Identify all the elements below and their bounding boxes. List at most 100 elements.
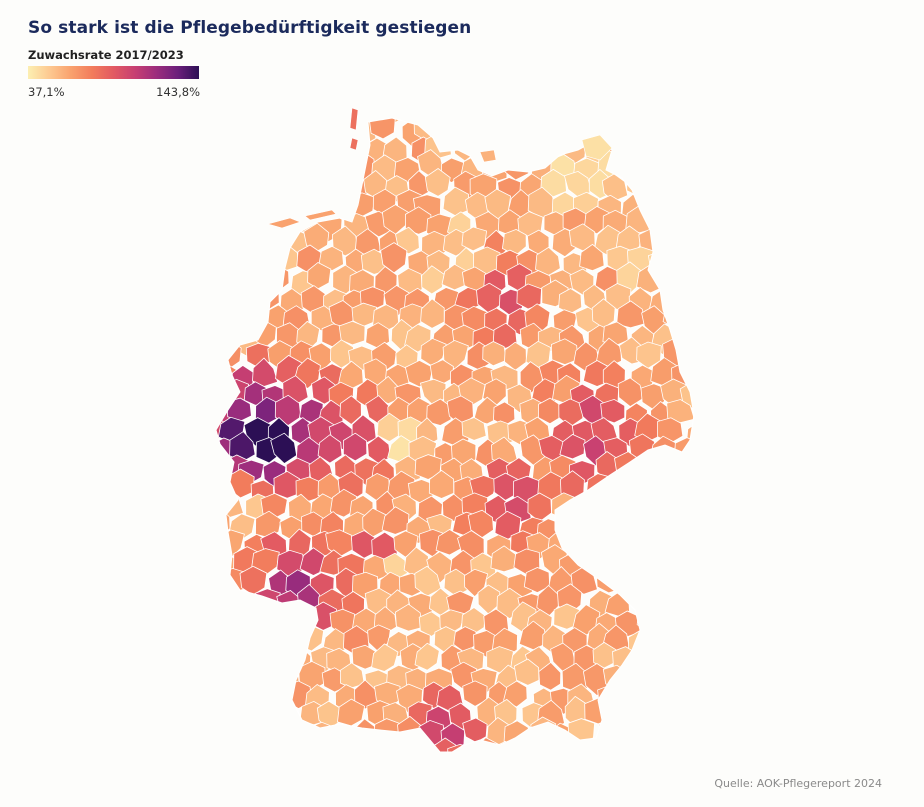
district-cell bbox=[646, 477, 674, 503]
district-cell bbox=[627, 589, 655, 615]
district-cell bbox=[273, 470, 301, 499]
district-cell bbox=[696, 553, 721, 579]
district-cell bbox=[216, 514, 219, 542]
district-cell bbox=[229, 133, 256, 164]
district-cell bbox=[457, 118, 484, 144]
district-cell bbox=[222, 119, 248, 143]
district-cell bbox=[616, 300, 645, 329]
district-cell bbox=[265, 194, 292, 222]
district-cell bbox=[625, 659, 654, 689]
district-cell bbox=[628, 130, 655, 158]
district-cell bbox=[317, 171, 344, 201]
district-cell bbox=[327, 118, 354, 143]
district-cell bbox=[285, 193, 313, 219]
district-cell bbox=[303, 118, 328, 147]
district-cell bbox=[462, 680, 488, 707]
district-cell bbox=[692, 434, 694, 461]
district-cell bbox=[679, 495, 694, 520]
district-cell bbox=[669, 130, 694, 161]
district-cell bbox=[492, 322, 518, 349]
district-cell bbox=[541, 740, 569, 752]
district-cell bbox=[216, 175, 239, 203]
district-cell bbox=[240, 722, 266, 749]
district-cell bbox=[503, 680, 528, 708]
district-cell bbox=[216, 434, 218, 462]
district-cell bbox=[538, 661, 562, 691]
district-cell bbox=[530, 118, 557, 146]
district-cell bbox=[268, 723, 294, 751]
district-cell bbox=[428, 469, 455, 499]
district-cell bbox=[464, 568, 489, 598]
district-cell bbox=[216, 725, 226, 752]
district-cell bbox=[649, 172, 676, 203]
district-cell bbox=[675, 704, 694, 733]
district-cell bbox=[658, 567, 684, 598]
district-cell bbox=[650, 507, 675, 537]
district-cell bbox=[636, 602, 663, 633]
district-cell bbox=[652, 589, 678, 622]
district-cell bbox=[569, 268, 595, 296]
district-cell bbox=[216, 609, 226, 639]
district-cell bbox=[299, 547, 328, 576]
district-cell bbox=[350, 192, 376, 218]
district-cell bbox=[523, 567, 551, 594]
legend-color-ramp bbox=[28, 66, 199, 79]
district-cell bbox=[673, 513, 694, 538]
district-cell bbox=[562, 118, 590, 121]
district-cell bbox=[230, 663, 257, 691]
district-cell bbox=[586, 736, 613, 752]
district-cell bbox=[587, 506, 614, 535]
district-cell bbox=[595, 568, 624, 594]
district-cell bbox=[693, 250, 694, 278]
district-cell bbox=[272, 118, 296, 124]
district-cell bbox=[513, 658, 540, 686]
legend-title: Zuwachsrate 2017/2023 bbox=[28, 48, 184, 62]
district-cell bbox=[216, 118, 221, 142]
district-cell bbox=[687, 512, 694, 541]
district-cell bbox=[338, 320, 366, 346]
district-cell bbox=[222, 719, 247, 751]
district-cell bbox=[683, 300, 694, 328]
district-cell bbox=[188, 471, 211, 500]
district-cell bbox=[689, 477, 694, 505]
district-cell bbox=[506, 119, 533, 146]
district-cell bbox=[618, 568, 645, 599]
district-cell bbox=[693, 629, 694, 657]
district-cell bbox=[638, 529, 666, 558]
source-note: Quelle: AOK-Pflegereport 2024 bbox=[714, 777, 882, 790]
district-cell bbox=[339, 395, 362, 425]
district-cell bbox=[684, 681, 694, 712]
district-cell bbox=[606, 136, 632, 166]
district-cell bbox=[404, 206, 432, 235]
district-cell bbox=[317, 434, 343, 464]
district-cell bbox=[308, 151, 335, 181]
district-cell bbox=[678, 648, 694, 676]
district-cell bbox=[184, 320, 210, 348]
district-cell bbox=[627, 630, 653, 658]
district-cell bbox=[627, 506, 655, 538]
district-cell bbox=[297, 625, 325, 652]
district-cell bbox=[598, 716, 625, 746]
district-cell bbox=[435, 529, 462, 556]
island-region bbox=[349, 137, 359, 151]
district-cell bbox=[332, 725, 359, 751]
district-cell bbox=[298, 118, 324, 123]
district-cell bbox=[627, 472, 653, 505]
district-cell bbox=[639, 567, 668, 596]
district-cell bbox=[216, 340, 226, 369]
district-cell bbox=[567, 718, 596, 745]
district-cell bbox=[679, 456, 694, 483]
district-cell bbox=[324, 134, 347, 160]
district-cell bbox=[600, 118, 629, 127]
district-cell bbox=[192, 551, 213, 579]
district-cell bbox=[216, 628, 232, 656]
district-cell bbox=[183, 170, 209, 198]
district-cell bbox=[447, 743, 474, 752]
district-cell bbox=[216, 648, 226, 677]
district-cell bbox=[553, 603, 580, 630]
district-cell bbox=[691, 365, 694, 393]
district-cell bbox=[663, 536, 692, 562]
district-cell bbox=[264, 264, 290, 292]
district-cell bbox=[461, 226, 488, 252]
district-cell bbox=[637, 680, 663, 710]
